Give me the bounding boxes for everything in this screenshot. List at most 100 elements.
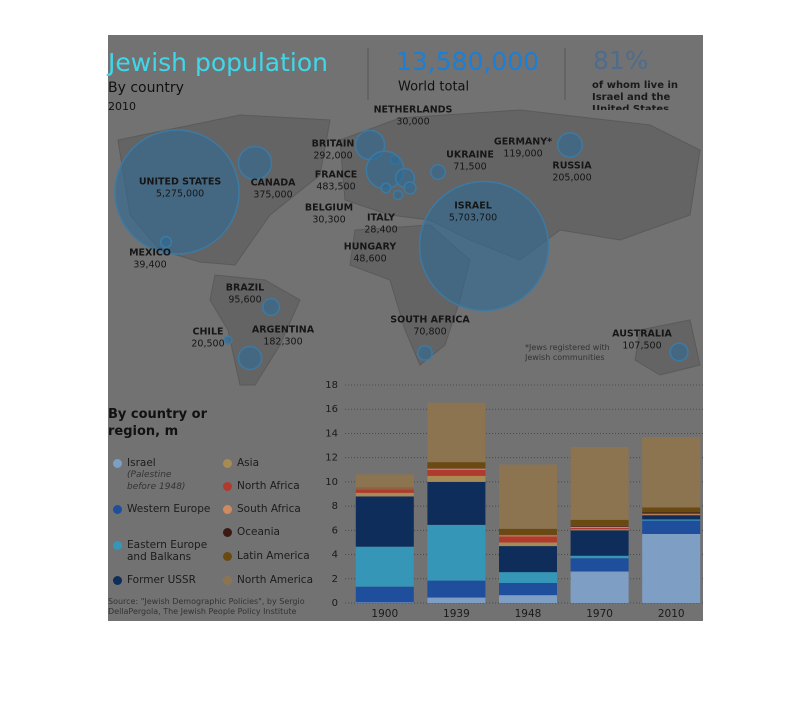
country-value: 30,000 — [396, 117, 429, 128]
country-label: BRAZIL — [226, 283, 264, 294]
bar-segment — [499, 595, 557, 603]
legend-swatch — [113, 505, 122, 514]
legend-label: Israel (Palestine before 1948) — [127, 457, 215, 493]
bubble — [417, 345, 433, 361]
country-value: 292,000 — [313, 151, 352, 162]
country-value: 28,400 — [364, 225, 397, 236]
bar-segment — [427, 580, 486, 598]
bar-segment — [355, 492, 414, 497]
source-box: Source: "Jewish Demographic Policies", b… — [108, 597, 305, 616]
bar-segment — [355, 474, 414, 488]
country-value: 182,300 — [263, 337, 302, 348]
legend-label: South Africa — [237, 503, 327, 515]
bar-segment — [570, 519, 629, 526]
share: 81% — [593, 46, 649, 75]
legend-label: Eastern Europe and Balkans — [127, 539, 215, 563]
country-label: CHILE — [192, 327, 223, 338]
subtitle: By country — [108, 80, 184, 96]
bar-segment — [427, 524, 486, 581]
legend-name: Eastern Europe and Balkans — [127, 539, 208, 563]
y-tick-label: 4 — [332, 550, 338, 561]
bar-segment — [427, 481, 486, 525]
bar-segment — [642, 515, 701, 520]
bubble — [380, 182, 392, 194]
bubble — [223, 335, 233, 345]
bubble — [418, 180, 550, 312]
legend-label: North America — [237, 574, 327, 586]
country-label: MEXICO — [129, 248, 171, 259]
bar-segment — [499, 546, 557, 573]
y-tick-label: 0 — [332, 598, 338, 609]
y-tick-label: 12 — [325, 453, 338, 464]
bubble — [403, 181, 417, 195]
country-value: 375,000 — [253, 190, 292, 201]
y-tick-label: 18 — [325, 380, 338, 391]
legend-swatch — [223, 528, 232, 537]
country-label: UNITED STATES — [139, 177, 222, 188]
bar-segment — [570, 530, 629, 556]
x-tick-label: 1948 — [515, 608, 542, 620]
legend-label: Western Europe — [127, 503, 215, 515]
legend-name: Former USSR — [127, 574, 196, 586]
legend-swatch — [223, 552, 232, 561]
legend-swatch — [223, 505, 232, 514]
country-label: ISRAEL — [454, 201, 492, 212]
legend-label: Latin America — [237, 550, 327, 562]
legend-label: Asia — [237, 457, 327, 469]
bar-segment — [570, 529, 629, 531]
country-label: FRANCE — [315, 170, 358, 181]
bar-segment — [642, 437, 701, 508]
y-tick-label: 8 — [332, 501, 338, 512]
country-label: SOUTH AFRICA — [390, 315, 470, 326]
country-label: BRITAIN — [312, 139, 355, 150]
x-tick-label: 2010 — [658, 608, 685, 620]
legend-note: (Palestine before 1948) — [127, 470, 186, 492]
country-value: 205,000 — [552, 173, 591, 184]
bar-segment — [427, 469, 486, 476]
legend-label: Former USSR — [127, 574, 215, 586]
bar-segment — [355, 496, 414, 547]
bar-segment — [570, 558, 629, 572]
world-total: 13,580,000 — [396, 47, 539, 76]
y-tick-label: 6 — [332, 525, 338, 536]
bubble — [237, 345, 263, 371]
legend-swatch — [223, 482, 232, 491]
bar-segment — [355, 586, 414, 603]
bar-segment — [427, 597, 486, 603]
y-tick-label: 10 — [325, 477, 338, 488]
bar-segment — [499, 572, 557, 584]
country-value: 95,600 — [228, 295, 261, 306]
y-tick-label: 14 — [325, 428, 338, 439]
country-label: NETHERLANDS — [374, 105, 453, 116]
country-label: ARGENTINA — [252, 325, 315, 336]
country-label: RUSSIA — [552, 161, 592, 172]
legend-label: North Africa — [237, 480, 327, 492]
bar-segment — [570, 525, 629, 527]
country-label: HUNGARY — [344, 242, 397, 253]
title: Jewish population — [106, 48, 328, 77]
bar-segment — [499, 583, 557, 596]
bar-segment — [642, 512, 701, 514]
bar-segment — [499, 528, 557, 535]
bar-segment — [570, 447, 629, 520]
bubble — [392, 189, 404, 201]
bar-segment — [570, 555, 629, 559]
legend-swatch — [113, 541, 122, 550]
bar-segment — [499, 535, 557, 537]
country-label: AUSTRALIA — [612, 329, 672, 340]
bar-segment — [642, 520, 701, 534]
legend-swatch — [223, 459, 232, 468]
bubble — [261, 297, 281, 317]
bar-segment — [355, 489, 414, 493]
country-value: 48,600 — [353, 254, 386, 265]
bar-segment — [642, 513, 701, 515]
country-value: 5,703,700 — [449, 213, 497, 224]
country-value: 483,500 — [316, 182, 355, 193]
legend-name: South Africa — [237, 503, 301, 515]
bubble — [159, 235, 173, 249]
bar-title: By country or region, m — [108, 407, 208, 439]
y-tick-label: 16 — [325, 404, 338, 415]
bar-segment — [355, 488, 414, 490]
bar-segment — [355, 487, 414, 489]
bar-segment — [427, 402, 486, 463]
